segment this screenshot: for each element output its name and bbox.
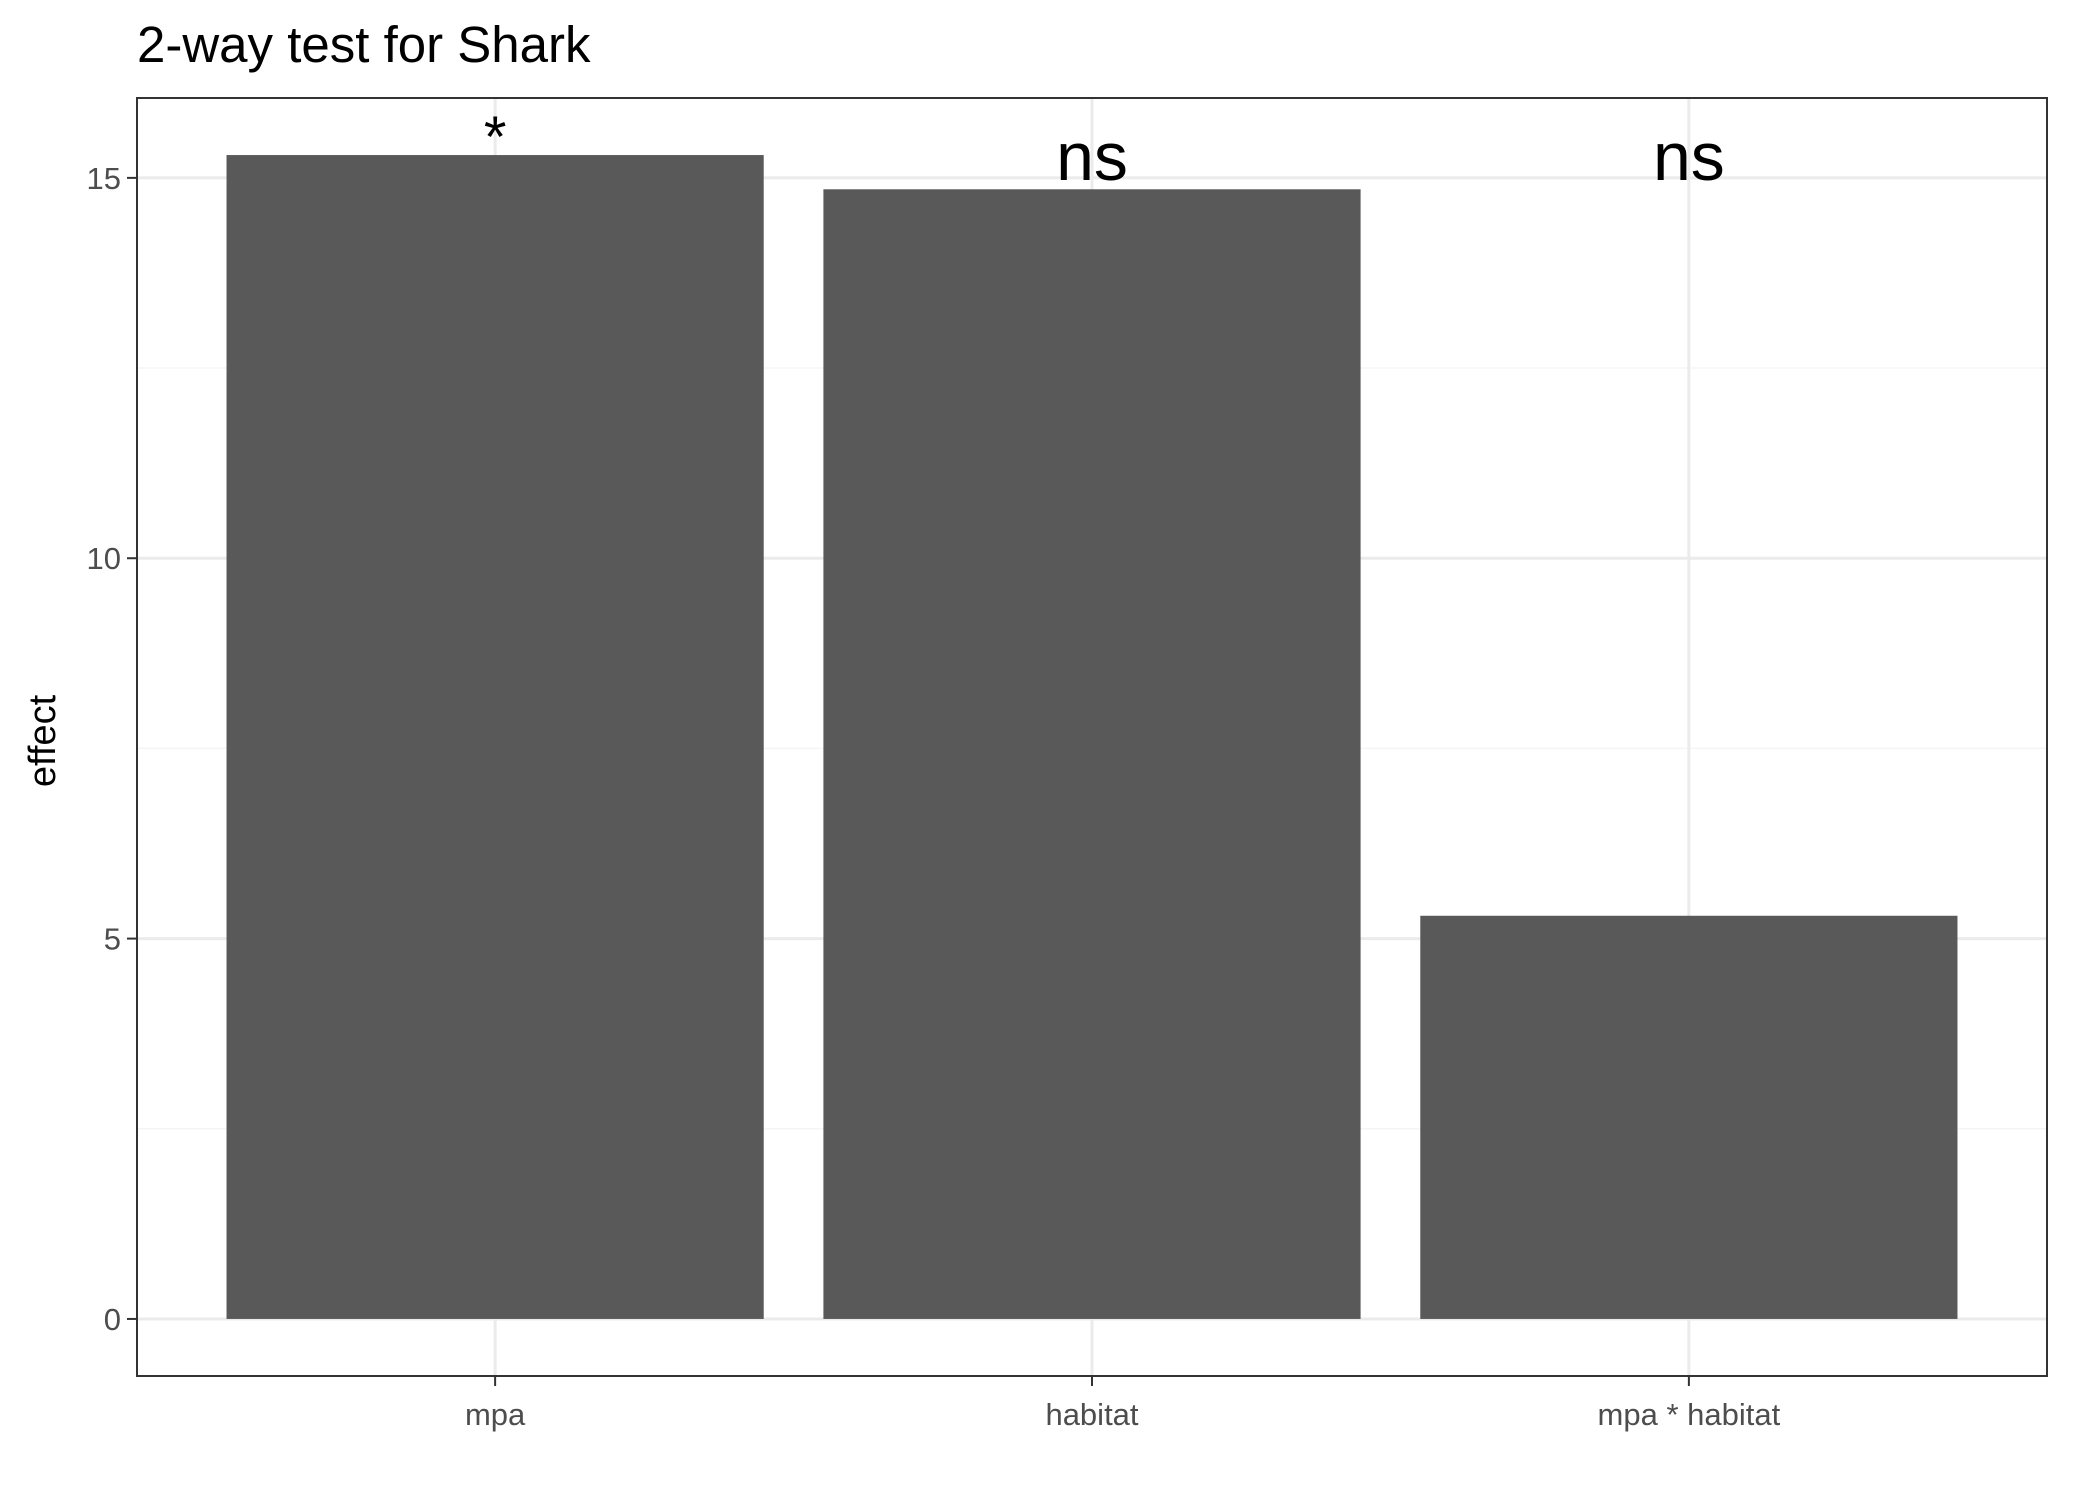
x-tick-label: habitat [1045, 1397, 1138, 1432]
y-tick-label: 10 [87, 541, 121, 576]
significance-label: ns [1653, 119, 1725, 195]
axis-layer: 0 5 10 15 mpa habitat mpa * habitat [87, 161, 1781, 1432]
y-tick-label: 5 [104, 922, 121, 957]
x-tick-label: mpa * habitat [1598, 1397, 1781, 1432]
x-tick-label: mpa [465, 1397, 526, 1432]
bar-habitat [823, 189, 1361, 1319]
bar-layer [226, 155, 1958, 1319]
significance-label: * [484, 105, 507, 170]
chart-title: 2-way test for Shark [137, 16, 591, 73]
significance-label: ns [1056, 119, 1128, 195]
y-axis-title: effect [22, 694, 64, 787]
annotation-layer: * ns ns [484, 105, 1725, 195]
y-tick-label: 15 [87, 161, 121, 196]
bar-mpa [226, 155, 764, 1319]
bar-mpa-habitat [1420, 915, 1958, 1319]
y-tick-label: 0 [104, 1302, 121, 1337]
